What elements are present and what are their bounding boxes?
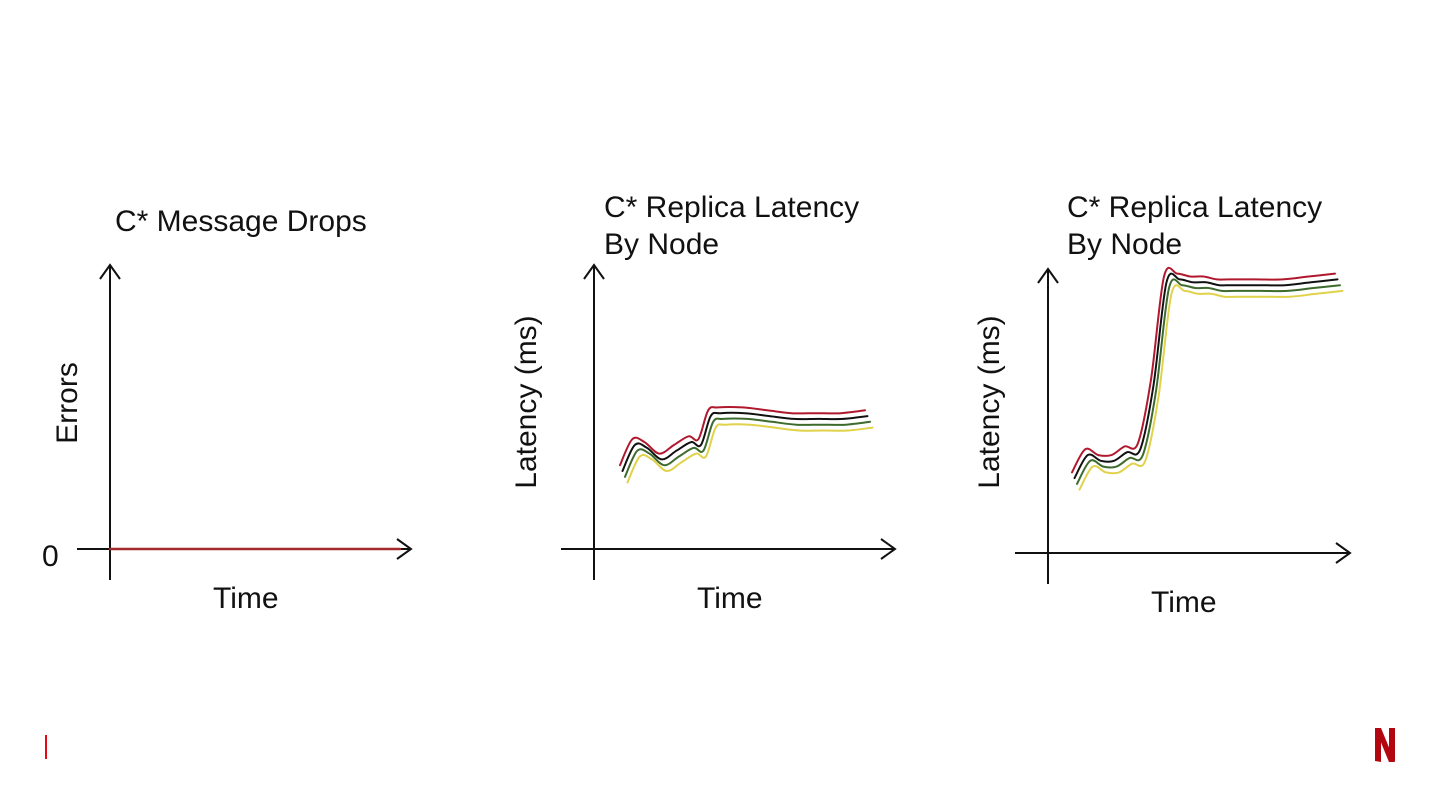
chart-1-y-axis-arrow [99,263,121,280]
chart-3-series-1-line [1071,266,1336,474]
chart-2-y-axis-arrow [583,263,605,280]
chart-2-title: C* Replica Latency By Node [604,191,860,261]
chart-1-x-axis-arrow [396,538,413,560]
footer-marker [45,735,47,759]
chart-3-xlabel: Time [1151,586,1217,619]
chart-3-series-4-line [1078,284,1344,491]
chart-2-series-1-line [619,406,866,467]
chart-1-title: C* Message Drops [115,205,367,238]
chart-2-series-3-line [624,417,871,478]
chart-3-y-axis-arrow [1037,267,1059,284]
chart-2-xlabel: Time [697,582,763,615]
chart-1-y-tick-label: 0 [42,540,59,573]
chart-3-x-axis-arrow [1335,542,1352,564]
netflix-n-logo-icon [1375,728,1395,767]
chart-2-series-2-line [621,411,869,472]
chart-3-series-3-line [1076,278,1341,485]
chart-1-xlabel: Time [213,582,279,615]
chart-2-series-4-line [626,423,874,484]
chart-2-x-axis-arrow [880,538,897,560]
chart-3-title: C* Replica Latency By Node [1067,191,1323,261]
chart-3-series-2-line [1073,272,1339,480]
